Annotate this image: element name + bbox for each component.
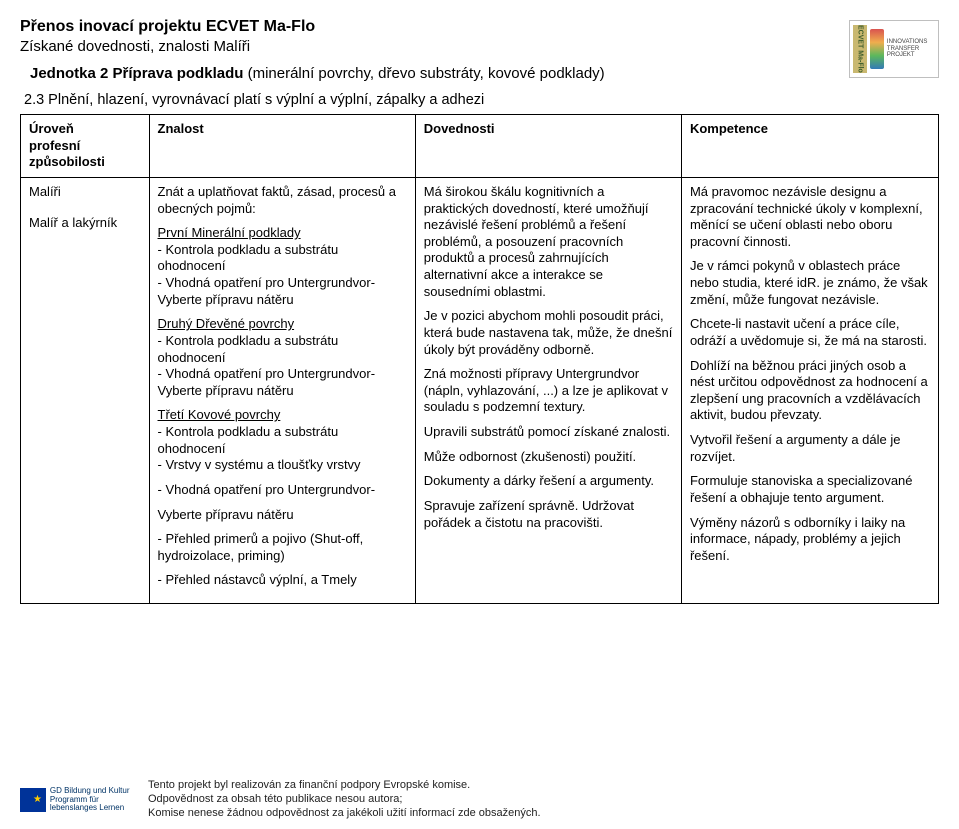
- footer-t2: Odpovědnost za obsah této publikace neso…: [148, 793, 541, 807]
- znalost-g2-title: Druhý Dřevěné povrchy: [158, 316, 295, 331]
- footer-disclaimer: Tento projekt byl realizován za finanční…: [148, 779, 541, 820]
- dov-p7: Spravuje zařízení správně. Udržovat pořá…: [424, 498, 673, 531]
- header-text-block: Přenos inovací projektu ECVET Ma-Flo Zís…: [20, 18, 849, 92]
- project-logo: ECVET Ma-Flo INNOVATIONS TRANSFER PROJEK…: [849, 20, 939, 78]
- komp-p2: Je v rámci pokynů v oblastech práce nebo…: [690, 258, 930, 308]
- footer-t3: Komise nenese žádnou odpovědnost za jaké…: [148, 807, 541, 821]
- kompetence-cell: Má pravomoc nezávisle designu a zpracová…: [681, 177, 938, 603]
- znalost-intro: Znát a uplatňovat faktů, zásad, procesů …: [158, 184, 407, 217]
- side-cell: Malíři Malíř a lakýrník: [21, 177, 150, 603]
- znalost-g3-i3: - Vhodná opatření pro Untergrundvor-: [158, 482, 376, 497]
- footer-logo-l2: Programm für lebenslanges Lernen: [50, 796, 140, 814]
- dov-p4: Upravili substrátů pomocí získané znalos…: [424, 424, 673, 441]
- logo-graphic-icon: [870, 29, 884, 69]
- dov-p6: Dokumenty a dárky řešení a argumenty.: [424, 473, 673, 490]
- eu-flag-icon: [20, 788, 46, 812]
- side-label-2: Malíř a lakýrník: [29, 215, 141, 232]
- znalost-g3-i6: - Přehled nástavců výplní, a Tmely: [158, 572, 357, 587]
- header-level-l1: Úroveň: [29, 121, 141, 138]
- table-header-row: Úroveň profesní způsobilosti Znalost Dov…: [21, 115, 939, 178]
- table-body-row: Malíři Malíř a lakýrník Znát a uplatňova…: [21, 177, 939, 603]
- dov-p3: Zná možnosti přípravy Untergrundvor (náp…: [424, 366, 673, 416]
- komp-p5: Vytvořil řešení a argumenty a dále je ro…: [690, 432, 930, 465]
- header-level-l2: profesní: [29, 138, 141, 155]
- znalost-g2-i1: - Kontrola podkladu a substrátu ohodnoce…: [158, 333, 339, 365]
- page-header: Přenos inovací projektu ECVET Ma-Flo Zís…: [20, 18, 939, 92]
- competence-table: Úroveň profesní způsobilosti Znalost Dov…: [20, 114, 939, 604]
- logo-side-text: ECVET Ma-Flo: [853, 25, 867, 73]
- project-title: Přenos inovací projektu ECVET Ma-Flo: [20, 18, 849, 36]
- dovednosti-cell: Má širokou škálu kognitivních a praktick…: [415, 177, 681, 603]
- unit-title: Jednotka 2 Příprava podkladu (minerální …: [30, 65, 849, 82]
- znalost-g1-title: První Minerální podklady: [158, 225, 301, 240]
- header-dovednosti: Dovednosti: [415, 115, 681, 178]
- header-level: Úroveň profesní způsobilosti: [21, 115, 150, 178]
- znalost-g3-title: Třetí Kovové povrchy: [158, 407, 281, 422]
- znalost-g1-i3: Vyberte přípravu nátěru: [158, 292, 294, 307]
- znalost-g2-i2: - Vhodná opatření pro Untergrundvor-: [158, 366, 376, 381]
- unit-title-rest: (minerální povrchy, dřevo substráty, kov…: [243, 65, 604, 82]
- dov-p1: Má širokou škálu kognitivních a praktick…: [424, 184, 673, 300]
- znalost-g1-i1: - Kontrola podkladu a substrátu ohodnoce…: [158, 242, 339, 274]
- komp-p7: Výměny názorů s odborníky i laiky na inf…: [690, 515, 930, 565]
- komp-p4: Dohlíží na běžnou práci jiných osob a né…: [690, 358, 930, 425]
- komp-p3: Chcete-li nastavit učení a práce cíle, o…: [690, 316, 930, 349]
- page-footer: GD Bildung und Kultur Programm für leben…: [20, 779, 939, 821]
- side-label-1: Malíři: [29, 184, 141, 201]
- znalost-g1-i2: - Vhodná opatření pro Untergrundvor-: [158, 275, 376, 290]
- znalost-g3-i2: - Vrstvy v systému a tloušťky vrstvy: [158, 457, 361, 472]
- znalost-g2-i3: Vyberte přípravu nátěru: [158, 383, 294, 398]
- znalost-g3-i4: Vyberte přípravu nátěru: [158, 507, 294, 522]
- dov-p2: Je v pozici abychom mohli posoudit práci…: [424, 308, 673, 358]
- project-subtitle: Získané dovednosti, znalosti Malíři: [20, 38, 849, 55]
- eu-programme-logo: GD Bildung und Kultur Programm für leben…: [20, 779, 140, 821]
- logo-caption: INNOVATIONS TRANSFER PROJEKT: [887, 39, 935, 59]
- znalost-cell: Znát a uplatňovat faktů, zásad, procesů …: [149, 177, 415, 603]
- komp-p1: Má pravomoc nezávisle designu a zpracová…: [690, 184, 930, 251]
- header-kompetence: Kompetence: [681, 115, 938, 178]
- section-subtitle: 2.3 Plnění, hlazení, vyrovnávací platí s…: [24, 92, 939, 108]
- header-znalost: Znalost: [149, 115, 415, 178]
- znalost-g3-i1: - Kontrola podkladu a substrátu ohodnoce…: [158, 424, 339, 456]
- znalost-g3-i5: - Přehled primerů a pojivo (Shut-off, hy…: [158, 531, 364, 563]
- komp-p6: Formuluje stanoviska a specializované ře…: [690, 473, 930, 506]
- footer-t1: Tento projekt byl realizován za finanční…: [148, 779, 541, 793]
- header-level-l3: způsobilosti: [29, 154, 141, 171]
- unit-title-bold: Jednotka 2 Příprava podkladu: [30, 65, 243, 82]
- dov-p5: Může odbornost (zkušenosti) použití.: [424, 449, 673, 466]
- eu-programme-text: GD Bildung und Kultur Programm für leben…: [50, 787, 140, 813]
